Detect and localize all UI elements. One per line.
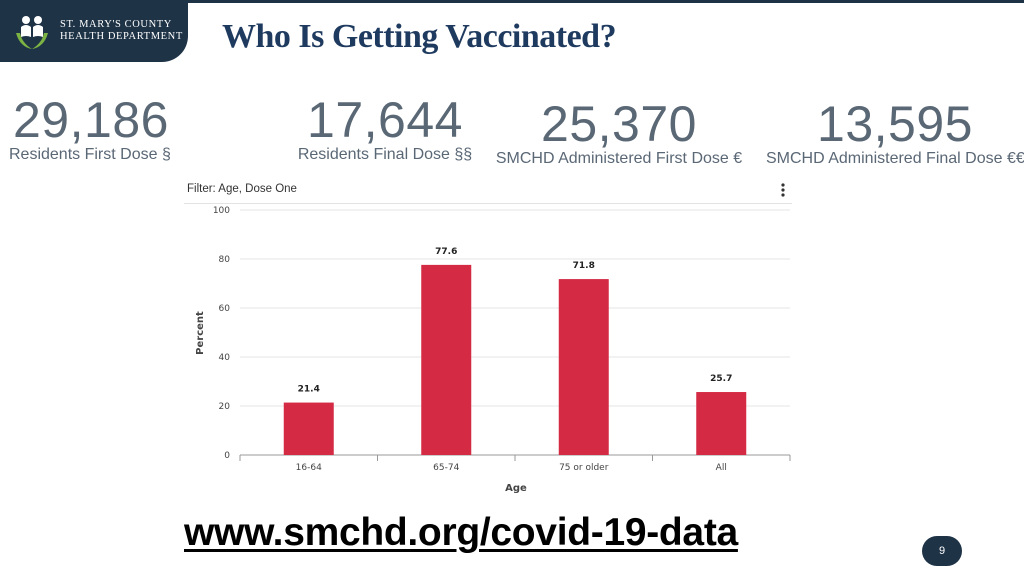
y-tick-label: 20 <box>219 402 231 412</box>
stat-residents-final-dose: 17,644 Residents Final Dose §§ <box>293 94 477 164</box>
filter-label: Filter: Age, Dose One <box>187 183 297 195</box>
stat-label: Residents First Dose § <box>9 146 171 163</box>
bar-chart: 0 20 40 60 80 100 21.4 16-64 77.6 65-74 71.8 75 or … <box>195 206 791 494</box>
top-rule <box>0 0 1024 3</box>
bar-value-label: 77.6 <box>435 247 457 257</box>
stat-value: 13,595 <box>817 98 973 152</box>
bar-75-or-older <box>558 279 609 455</box>
health-department-logo-icon <box>16 16 48 49</box>
chart-header: Filter: Age, Dose One <box>184 179 792 204</box>
bar-16-64 <box>283 402 334 455</box>
page-title: Who Is Getting Vaccinated? <box>222 18 617 55</box>
vaccination-chart-card: Filter: Age, Dose One 0 20 40 60 80 100 21.4 16… <box>184 179 792 497</box>
stat-smchd-final-dose: 13,595 SMCHD Administered Final Dose €€ <box>766 98 1024 168</box>
bar-value-label: 71.8 <box>573 261 595 271</box>
website-url-link[interactable]: www.smchd.org/covid-19-data <box>184 511 738 554</box>
bar-65-74 <box>421 264 472 455</box>
bar-all <box>696 392 747 455</box>
logo-text: ST. MARY'S COUNTY HEALTH DEPARTMENT <box>60 19 183 43</box>
x-tick-label: All <box>716 463 727 473</box>
stat-value: 29,186 <box>13 92 169 148</box>
stat-label: SMCHD Administered Final Dose €€ <box>766 150 1024 167</box>
y-tick-label: 80 <box>219 255 231 265</box>
x-tick-label: 16-64 <box>296 463 322 473</box>
y-axis-title: Percent <box>195 311 206 355</box>
stat-value: 25,370 <box>541 96 697 152</box>
page-number-badge: 9 <box>922 536 962 566</box>
x-tick-label: 65-74 <box>433 463 459 473</box>
bar-value-label: 21.4 <box>298 385 320 395</box>
stat-label: Residents Final Dose §§ <box>297 146 473 163</box>
logo-line-1: ST. MARY'S COUNTY <box>60 19 172 30</box>
bar-value-label: 25.7 <box>710 374 732 384</box>
stat-smchd-first-dose: 25,370 SMCHD Administered First Dose € <box>494 98 744 168</box>
x-tick-label: 75 or older <box>559 463 609 473</box>
y-tick-label: 60 <box>219 304 231 314</box>
x-axis-title: Age <box>505 483 527 494</box>
stat-label: SMCHD Administered First Dose € <box>495 150 743 167</box>
y-tick-label: 40 <box>219 353 231 363</box>
y-tick-label: 100 <box>213 206 230 216</box>
logo-line-2: HEALTH DEPARTMENT <box>60 31 183 42</box>
stat-value: 17,644 <box>307 92 463 148</box>
more-vertical-icon[interactable] <box>778 181 788 199</box>
header-logo-panel: ST. MARY'S COUNTY HEALTH DEPARTMENT <box>0 0 188 62</box>
y-tick-label: 0 <box>224 451 230 461</box>
stat-residents-first-dose: 29,186 Residents First Dose § <box>9 94 171 164</box>
